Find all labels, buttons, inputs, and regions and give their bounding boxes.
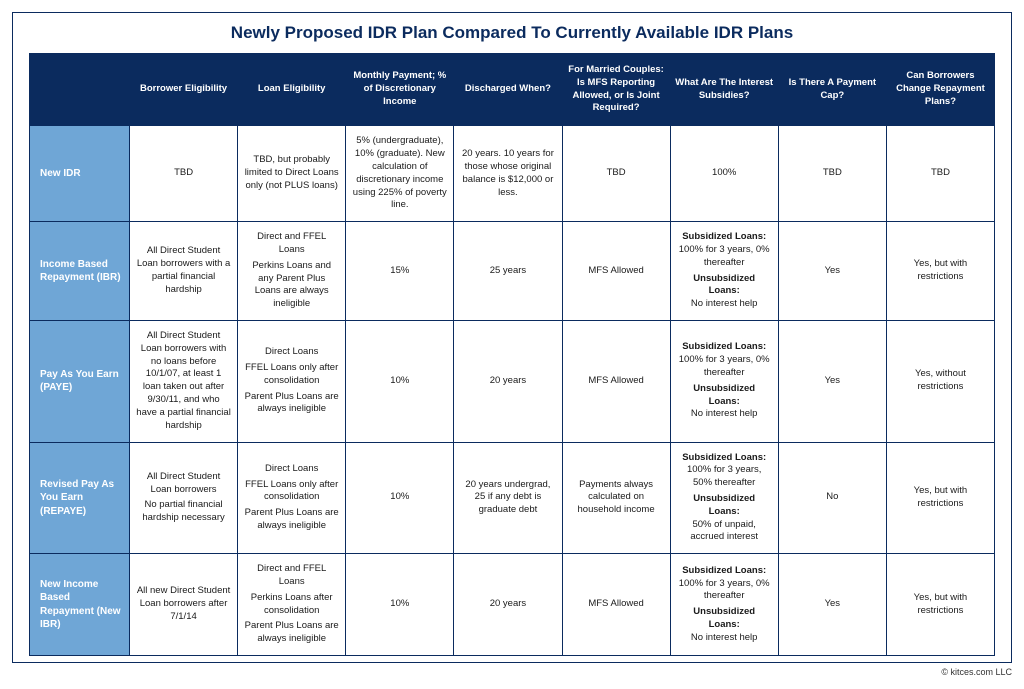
col-mfs: For Married Couples: Is MFS Reporting Al… [562,54,670,126]
cell-mfs: TBD [562,126,670,222]
cell-borrower: All new Direct Student Loan borrowers af… [130,554,238,656]
cell-subsidy: Subsidized Loans:100% for 3 years, 50% t… [670,442,778,554]
table-row: Pay As You Earn (PAYE) All Direct Studen… [30,321,995,443]
cell-loan: Direct LoansFFEL Loans only after consol… [238,442,346,554]
col-cap: Is There A Payment Cap? [778,54,886,126]
chart-title: Newly Proposed IDR Plan Compared To Curr… [29,23,995,43]
cell-cap: TBD [778,126,886,222]
cell-change: TBD [886,126,994,222]
cell-borrower: All Direct Student Loan borrowers with n… [130,321,238,443]
cell-payment: 10% [346,442,454,554]
cell-discharged: 25 years [454,222,562,321]
cell-mfs: MFS Allowed [562,321,670,443]
cell-discharged: 20 years [454,554,562,656]
row-name: New Income Based Repayment (New IBR) [30,554,130,656]
header-corner [30,54,130,126]
cell-borrower: TBD [130,126,238,222]
cell-discharged: 20 years [454,321,562,443]
cell-subsidy: 100% [670,126,778,222]
table-row: New IDR TBD TBD, but probably limited to… [30,126,995,222]
cell-change: Yes, but with restrictions [886,442,994,554]
col-subsidies: What Are The Interest Subsidies? [670,54,778,126]
col-payment: Monthly Payment; % of Discretionary Inco… [346,54,454,126]
cell-payment: 15% [346,222,454,321]
row-name: Pay As You Earn (PAYE) [30,321,130,443]
cell-payment: 10% [346,554,454,656]
cell-cap: Yes [778,321,886,443]
comparison-table: Borrower Eligibility Loan Eligibility Mo… [29,53,995,656]
cell-change: Yes, but with restrictions [886,222,994,321]
row-name: Income Based Repayment (IBR) [30,222,130,321]
cell-loan: Direct LoansFFEL Loans only after consol… [238,321,346,443]
cell-mfs: MFS Allowed [562,222,670,321]
cell-cap: No [778,442,886,554]
table-row: Revised Pay As You Earn (REPAYE) All Dir… [30,442,995,554]
row-name: Revised Pay As You Earn (REPAYE) [30,442,130,554]
cell-change: Yes, without restrictions [886,321,994,443]
cell-cap: Yes [778,222,886,321]
col-loan: Loan Eligibility [238,54,346,126]
cell-loan: Direct and FFEL LoansPerkins Loans after… [238,554,346,656]
cell-subsidy: Subsidized Loans:100% for 3 years, 0% th… [670,222,778,321]
cell-discharged: 20 years undergrad, 25 if any debt is gr… [454,442,562,554]
cell-payment: 10% [346,321,454,443]
col-change: Can Borrowers Change Repayment Plans? [886,54,994,126]
header-row: Borrower Eligibility Loan Eligibility Mo… [30,54,995,126]
table-row: New Income Based Repayment (New IBR) All… [30,554,995,656]
cell-borrower: All Direct Student Loan borrowersNo part… [130,442,238,554]
cell-loan: Direct and FFEL LoansPerkins Loans and a… [238,222,346,321]
col-borrower: Borrower Eligibility [130,54,238,126]
cell-subsidy: Subsidized Loans:100% for 3 years, 0% th… [670,554,778,656]
cell-cap: Yes [778,554,886,656]
cell-mfs: MFS Allowed [562,554,670,656]
cell-change: Yes, but with restrictions [886,554,994,656]
cell-discharged: 20 years. 10 years for those whose origi… [454,126,562,222]
col-discharged: Discharged When? [454,54,562,126]
chart-container: Newly Proposed IDR Plan Compared To Curr… [12,12,1012,663]
cell-subsidy: Subsidized Loans:100% for 3 years, 0% th… [670,321,778,443]
table-row: Income Based Repayment (IBR) All Direct … [30,222,995,321]
cell-loan: TBD, but probably limited to Direct Loan… [238,126,346,222]
cell-mfs: Payments always calculated on household … [562,442,670,554]
cell-payment: 5% (undergraduate), 10% (graduate). New … [346,126,454,222]
cell-borrower: All Direct Student Loan borrowers with a… [130,222,238,321]
copyright: © kitces.com LLC [12,667,1012,677]
row-name: New IDR [30,126,130,222]
